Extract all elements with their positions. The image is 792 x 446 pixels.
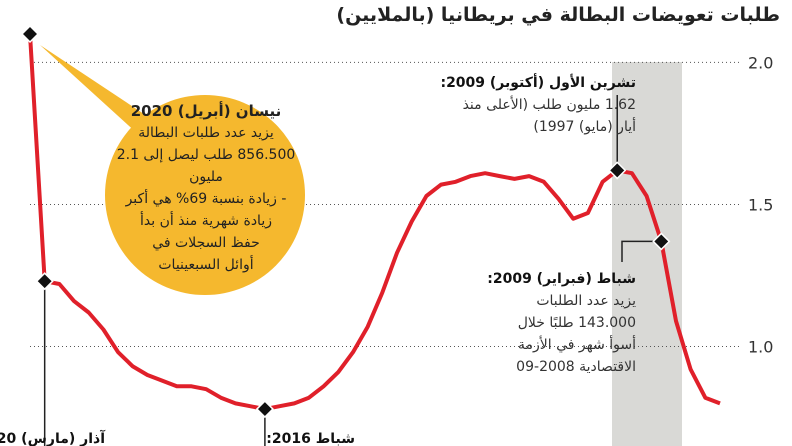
annotation-line: الاقتصادية 2008-09 (516, 359, 636, 375)
annotation-title: شباط 2016: (266, 431, 355, 446)
bubble (105, 95, 305, 295)
annotation-line: حفظ السجلات في (152, 235, 260, 251)
annotation-line: زيادة شهرية منذ أن بدأ (140, 213, 272, 229)
annotation-line: 856.500 طلب ليصل إلى 2.1 مليون (116, 147, 296, 185)
annotation-title: آذار (مارس) 2020: (0, 431, 105, 446)
point-marker (20, 24, 40, 44)
chart-title: طلبات تعويضات البطالة في بريطانيا (بالمل… (336, 4, 780, 26)
annotation: تشرين الأول (أكتوبر) 2009: 1.62 مليون طلب… (440, 72, 636, 138)
data-line (28, 33, 721, 412)
annotation-title: شباط (فبراير) 2009: (487, 271, 636, 287)
y-tick-label: 2.0 (748, 53, 773, 72)
annotation: نيسان (أبريل) 2020 يزيد عدد طلبات البطالة… (110, 100, 302, 276)
point-marker (35, 272, 54, 291)
annotation-line: 1.62 مليون طلب (الأعلى منذ (462, 97, 636, 113)
annotation-line: يزيد عدد طلبات البطالة (138, 125, 274, 141)
annotation-line: 143.000 طلبًا خلال (517, 315, 636, 331)
annotation: شباط (فبراير) 2009: يزيد عدد الطلبات 143.0… (487, 268, 636, 378)
recession-band (612, 62, 682, 446)
annotation-line: أيار (مايو) 1997) (533, 119, 636, 135)
annotation-title: نيسان (أبريل) 2020 (130, 102, 282, 120)
y-tick-label: 1.0 (748, 338, 773, 357)
leader-line (621, 240, 662, 262)
point-marker (652, 232, 671, 251)
annotation: آذار (مارس) 2020: (0, 428, 105, 446)
y-tick-label: 1.5 (748, 195, 773, 214)
point-marker (608, 161, 627, 180)
point-marker (255, 400, 274, 419)
annotation-line: - زيادة بنسبة 69% هي أكبر (125, 191, 287, 207)
annotation-title: تشرين الأول (أكتوبر) 2009: (440, 75, 636, 91)
annotation-line: يزيد عدد الطلبات (536, 293, 636, 309)
annotation: شباط 2016: (266, 428, 355, 446)
annotation-line: أوائل السبعينيات (158, 257, 254, 273)
annotation-line: أسوأ شهر في الأزمة (517, 337, 636, 353)
